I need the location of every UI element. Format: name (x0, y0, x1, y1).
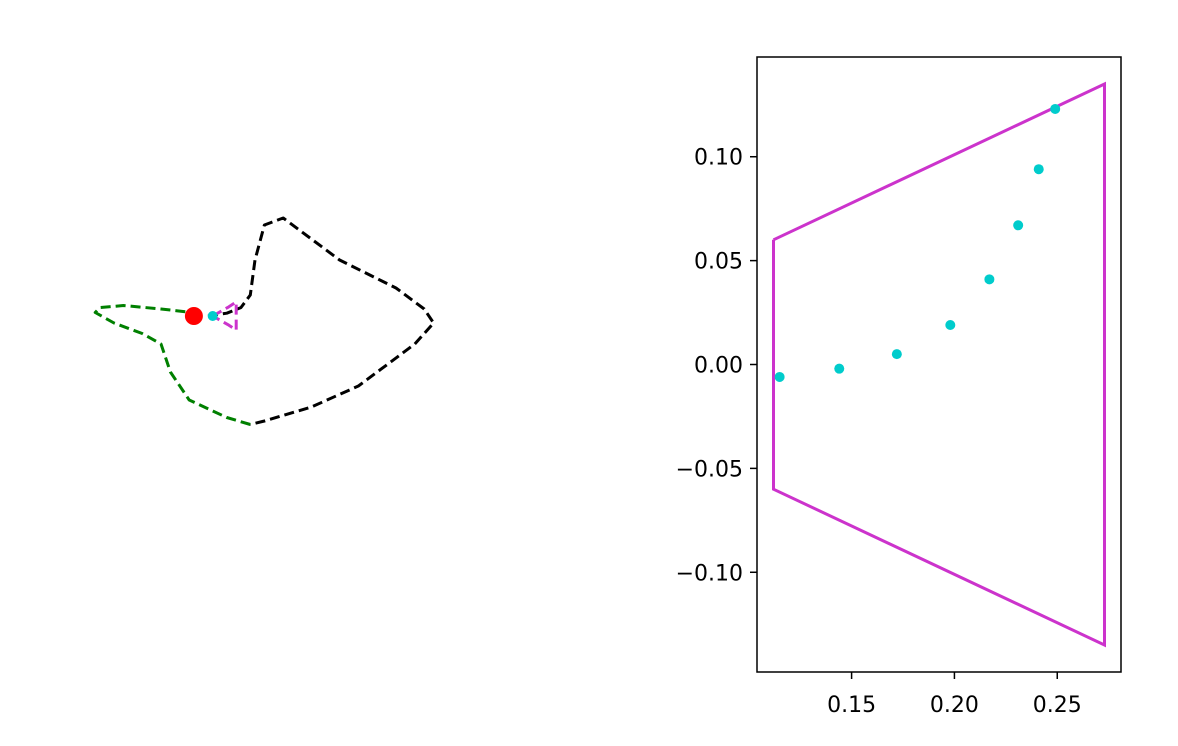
right-panel: 0.15 0.20 0.25 −0.10 −0.05 0.00 0.05 0.10 (676, 57, 1121, 718)
y-tick-label-3: 0.05 (694, 250, 743, 275)
scatter-point-4 (984, 274, 994, 284)
curve-line-0 (208, 218, 434, 425)
x-tick-label-0: 0.15 (827, 693, 876, 718)
marker-point-0 (185, 307, 203, 325)
y-tick-label-0: −0.10 (676, 561, 743, 586)
scatter-point-1 (834, 364, 844, 374)
y-tick-label-1: −0.05 (676, 457, 743, 482)
x-tick-label-2: 0.25 (1033, 693, 1082, 718)
scatter-point-3 (945, 320, 955, 330)
y-tick-label-2: 0.00 (694, 354, 743, 379)
marker-point-1 (208, 311, 218, 321)
scatter-point-6 (1034, 164, 1044, 174)
bounding-polygon (774, 84, 1105, 645)
scatter-point-7 (1050, 104, 1060, 114)
scatter-point-2 (892, 349, 902, 359)
left-panel (95, 218, 433, 425)
scatter-point-5 (1013, 220, 1023, 230)
y-tick-label-4: 0.10 (694, 146, 743, 171)
scatter-point-0 (775, 372, 785, 382)
axes-frame (757, 57, 1121, 672)
x-tick-label-1: 0.20 (930, 693, 979, 718)
